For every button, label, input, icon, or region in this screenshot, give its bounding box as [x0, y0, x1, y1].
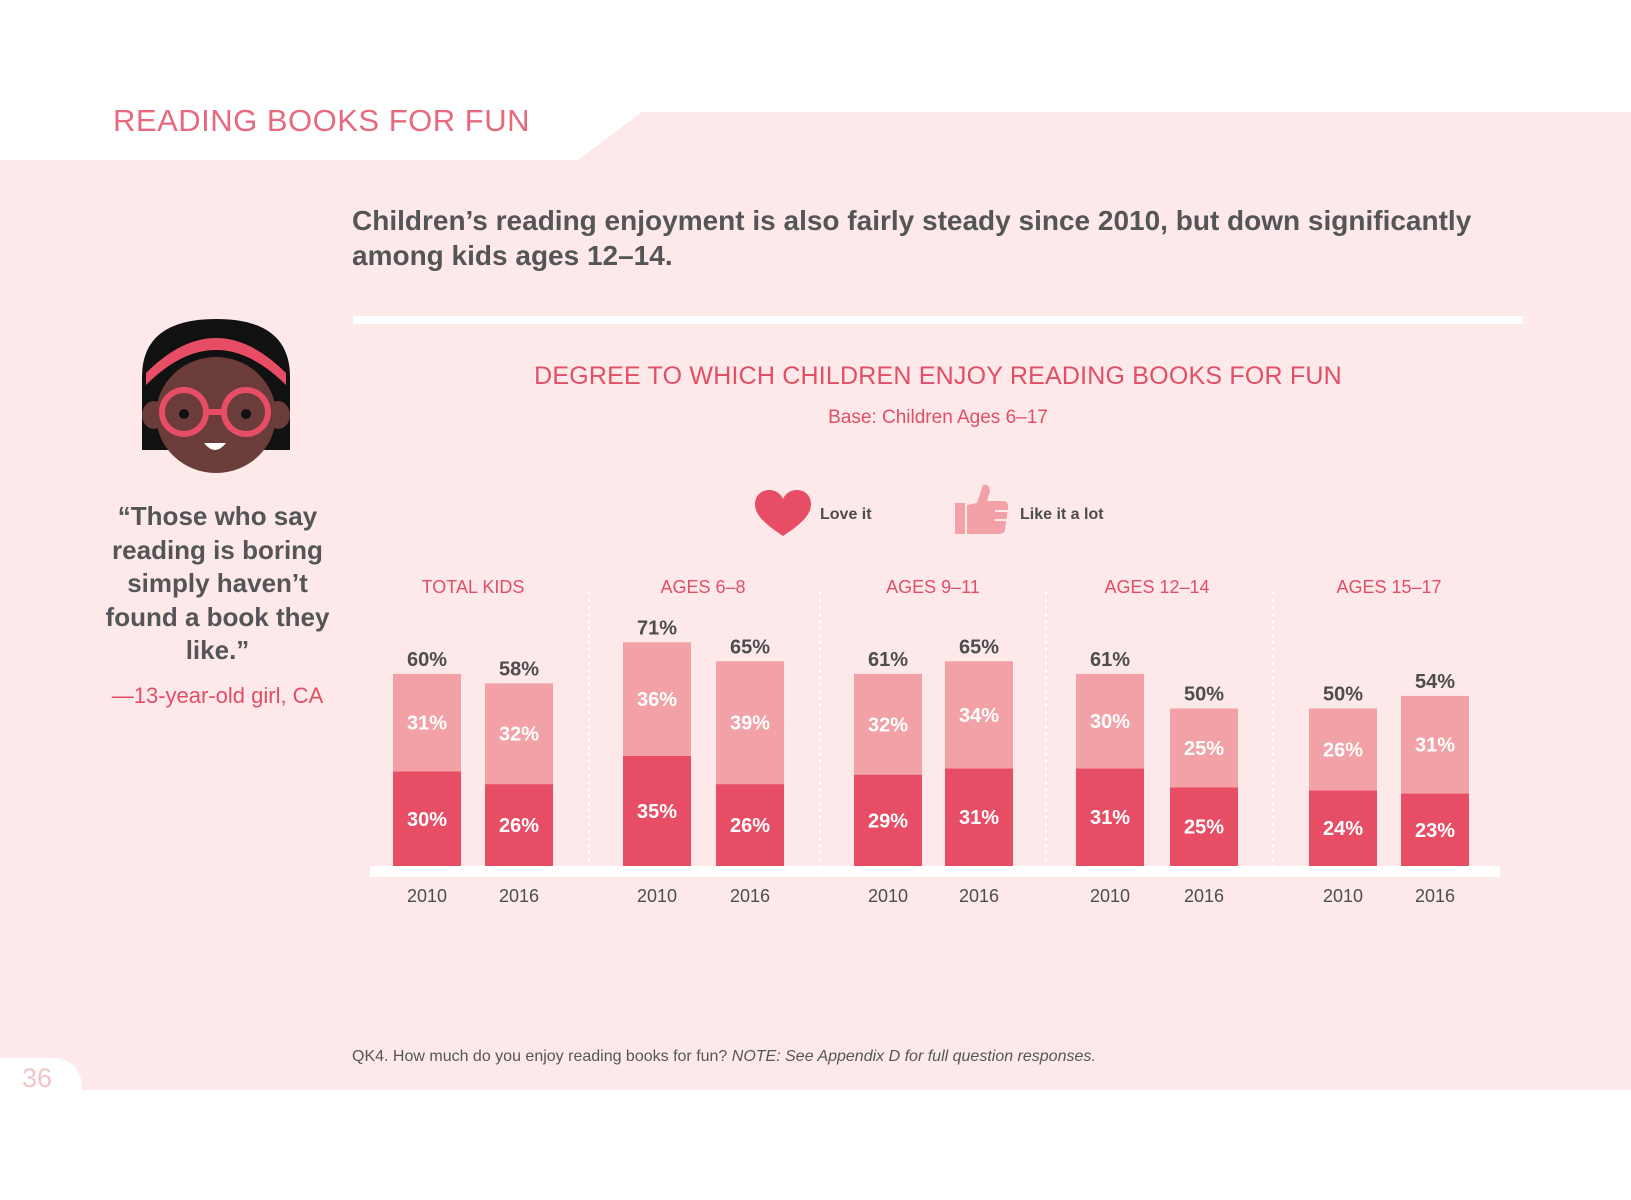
bar-love-it	[623, 755, 691, 866]
data-label-like-it-a-lot: 26%	[1323, 739, 1363, 761]
bar-like-it-a-lot	[945, 661, 1013, 769]
quote-attribution: —13-year-old girl, CA	[111, 683, 324, 708]
bar-love-it	[945, 768, 1013, 866]
legend-label-like-it-a-lot: Like it a lot	[1020, 506, 1104, 523]
data-label-like-it-a-lot: 25%	[1184, 738, 1224, 760]
data-label-total: 61%	[1090, 649, 1130, 671]
data-label-like-it-a-lot: 30%	[1090, 711, 1130, 733]
data-label-like-it-a-lot: 31%	[1415, 735, 1455, 757]
chart-baseline	[370, 866, 1500, 877]
girl-avatar-icon	[142, 319, 290, 473]
x-tick-label: 2010	[1090, 886, 1130, 906]
bar-like-it-a-lot	[623, 642, 691, 756]
headline: Children’s reading enjoyment is also fai…	[352, 205, 1472, 271]
data-label-love-it: 26%	[730, 815, 770, 837]
data-label-love-it: 25%	[1184, 817, 1224, 839]
data-label-love-it: 31%	[959, 807, 999, 829]
data-label-total: 50%	[1184, 684, 1224, 706]
data-label-like-it-a-lot: 31%	[407, 713, 447, 735]
x-tick-label: 2016	[1184, 886, 1224, 906]
x-tick-label: 2010	[407, 886, 447, 906]
data-label-total: 60%	[407, 649, 447, 671]
footnote-question: QK4. How much do you enjoy reading books…	[352, 1048, 732, 1065]
group-label: TOTAL KIDS	[422, 577, 525, 597]
data-label-like-it-a-lot: 39%	[730, 713, 770, 735]
x-tick-label: 2010	[637, 886, 677, 906]
data-label-total: 65%	[959, 636, 999, 658]
data-label-love-it: 35%	[637, 801, 677, 823]
group-label: AGES 15–17	[1336, 577, 1441, 597]
x-tick-label: 2016	[1415, 886, 1455, 906]
data-label-love-it: 30%	[407, 809, 447, 831]
data-label-like-it-a-lot: 34%	[959, 705, 999, 727]
heart-icon	[755, 490, 811, 536]
data-label-love-it: 31%	[1090, 807, 1130, 829]
bar-love-it	[1309, 790, 1377, 866]
bar-like-it-a-lot	[1309, 708, 1377, 791]
x-tick-label: 2016	[730, 886, 770, 906]
bar-like-it-a-lot	[393, 673, 461, 772]
bar-love-it	[1170, 787, 1238, 866]
x-tick-label: 2016	[499, 886, 539, 906]
bar-love-it	[485, 784, 553, 866]
footnote: QK4. How much do you enjoy reading books…	[352, 1048, 1096, 1066]
data-label-total: 61%	[868, 649, 908, 671]
data-label-like-it-a-lot: 32%	[499, 724, 539, 746]
data-label-total: 54%	[1415, 671, 1455, 693]
divider	[353, 316, 1523, 324]
bar-like-it-a-lot	[1076, 673, 1144, 769]
bar-like-it-a-lot	[1170, 708, 1238, 788]
data-label-love-it: 29%	[868, 810, 908, 832]
section-title: READING BOOKS FOR FUN	[113, 103, 530, 138]
stacked-bar-chart: TOTAL KIDS 30% 31% 60% 2010 26% 32% 58% 2016 AGES…	[370, 577, 1500, 906]
data-label-love-it: 23%	[1415, 820, 1455, 842]
data-label-total: 71%	[637, 617, 677, 639]
group-label: AGES 6–8	[660, 577, 745, 597]
data-label-total: 50%	[1323, 684, 1363, 706]
data-label-total: 58%	[499, 658, 539, 680]
x-tick-label: 2010	[1323, 886, 1363, 906]
group-label: AGES 9–11	[886, 577, 980, 597]
data-label-like-it-a-lot: 32%	[868, 714, 908, 736]
bar-love-it	[854, 774, 922, 866]
bar-like-it-a-lot	[854, 673, 922, 775]
x-tick-label: 2016	[959, 886, 999, 906]
data-label-total: 65%	[730, 636, 770, 658]
data-label-love-it: 26%	[499, 815, 539, 837]
footnote-note: NOTE: See Appendix D for full question r…	[731, 1048, 1096, 1065]
bar-like-it-a-lot	[1401, 695, 1469, 794]
data-label-love-it: 24%	[1323, 818, 1363, 840]
bar-love-it	[1401, 793, 1469, 866]
bar-love-it	[393, 771, 461, 866]
group-label: AGES 12–14	[1104, 577, 1209, 597]
bar-love-it	[1076, 768, 1144, 866]
data-label-like-it-a-lot: 36%	[637, 689, 677, 711]
chart-subtitle: Base: Children Ages 6–17	[828, 407, 1048, 428]
bar-love-it	[716, 784, 784, 866]
quote: “Those who say reading is boring simply …	[105, 501, 330, 665]
bar-like-it-a-lot	[485, 683, 553, 785]
thumbs-up-icon	[955, 484, 1009, 534]
x-tick-label: 2010	[868, 886, 908, 906]
legend-label-love-it: Love it	[820, 506, 872, 523]
bar-like-it-a-lot	[716, 661, 784, 785]
chart-title: DEGREE TO WHICH CHILDREN ENJOY READING B…	[534, 362, 1342, 390]
page-number: 36	[22, 1063, 53, 1093]
